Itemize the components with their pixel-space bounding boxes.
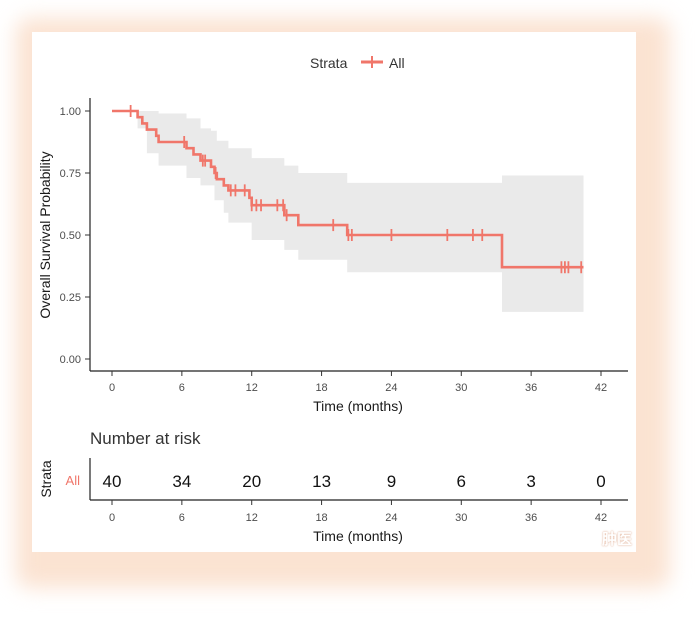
risk-x-tick-label: 6 — [179, 512, 185, 524]
x-ticks: 0 6 12 18 24 30 36 42 — [109, 371, 607, 394]
risk-counts: 40 34 20 13 9 6 3 0 — [103, 472, 606, 491]
watermark-logo: 肿医 — [602, 531, 633, 548]
y-tick-label: 0.50 — [60, 230, 81, 242]
risk-row-label-all: All — [66, 473, 81, 488]
legend: Strata All — [310, 55, 405, 71]
risk-x-tick-label: 12 — [246, 512, 258, 524]
risk-count: 3 — [526, 472, 535, 491]
y-tick-label: 0.75 — [60, 168, 81, 180]
risk-count: 13 — [312, 472, 331, 491]
x-tick-label: 42 — [595, 382, 607, 394]
x-tick-label: 36 — [525, 382, 537, 394]
x-tick-label: 30 — [455, 382, 467, 394]
risk-count: 9 — [387, 472, 396, 491]
x-tick-label: 24 — [385, 382, 397, 394]
y-tick-label: 1.00 — [60, 106, 81, 118]
risk-x-tick-label: 36 — [525, 512, 537, 524]
risk-x-tick-label: 0 — [109, 512, 115, 524]
risk-count: 6 — [457, 472, 466, 491]
ci-band-area — [112, 111, 584, 312]
risk-x-ticks: 0 6 12 18 24 30 36 42 — [109, 500, 607, 524]
risk-count: 20 — [242, 472, 261, 491]
x-tick-label: 0 — [109, 382, 115, 394]
risk-x-tick-label: 30 — [455, 512, 467, 524]
survival-step-line — [112, 109, 584, 269]
risk-count: 0 — [596, 472, 605, 491]
risk-count: 34 — [172, 472, 191, 491]
legend-entry-all: All — [389, 55, 405, 71]
x-tick-label: 6 — [179, 382, 185, 394]
risk-x-tick-label: 18 — [315, 512, 327, 524]
risk-strata-label: Strata — [38, 460, 54, 498]
y-axis-title: Overall Survival Probability — [37, 151, 53, 318]
x-tick-label: 18 — [315, 382, 327, 394]
survival-curve-all — [112, 109, 584, 269]
y-tick-label: 0.00 — [60, 354, 81, 366]
risk-table-title: Number at risk — [90, 429, 201, 448]
y-tick-label: 0.25 — [60, 292, 81, 304]
x-axis-title: Time (months) — [313, 398, 403, 414]
risk-x-tick-label: 24 — [385, 512, 397, 524]
y-ticks: 0.00 0.25 0.50 0.75 1.00 — [60, 106, 90, 366]
risk-x-axis-title: Time (months) — [313, 528, 403, 544]
x-tick-label: 12 — [246, 382, 258, 394]
risk-count: 40 — [103, 472, 122, 491]
confidence-band — [112, 111, 584, 312]
legend-title: Strata — [310, 55, 348, 71]
censor-marks — [129, 105, 583, 274]
risk-x-tick-label: 42 — [595, 512, 607, 524]
